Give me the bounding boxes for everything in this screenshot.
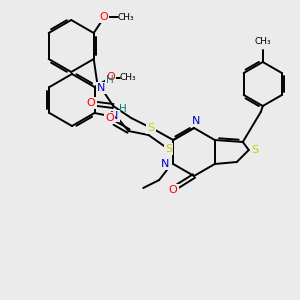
Text: O: O	[169, 185, 177, 195]
Text: O: O	[106, 72, 115, 82]
Text: N: N	[97, 83, 105, 93]
Text: H: H	[106, 75, 114, 85]
Text: CH₃: CH₃	[117, 13, 134, 22]
Text: O: O	[99, 12, 108, 22]
Text: N: N	[110, 111, 119, 121]
Text: H: H	[118, 104, 126, 114]
Text: S: S	[165, 144, 172, 154]
Text: N: N	[161, 159, 170, 169]
Text: N: N	[192, 116, 200, 126]
Text: CH₃: CH₃	[254, 38, 271, 46]
Text: O: O	[105, 113, 114, 123]
Text: O: O	[87, 98, 96, 108]
Text: CH₃: CH₃	[119, 73, 136, 82]
Text: S: S	[148, 123, 155, 133]
Text: S: S	[251, 145, 258, 155]
